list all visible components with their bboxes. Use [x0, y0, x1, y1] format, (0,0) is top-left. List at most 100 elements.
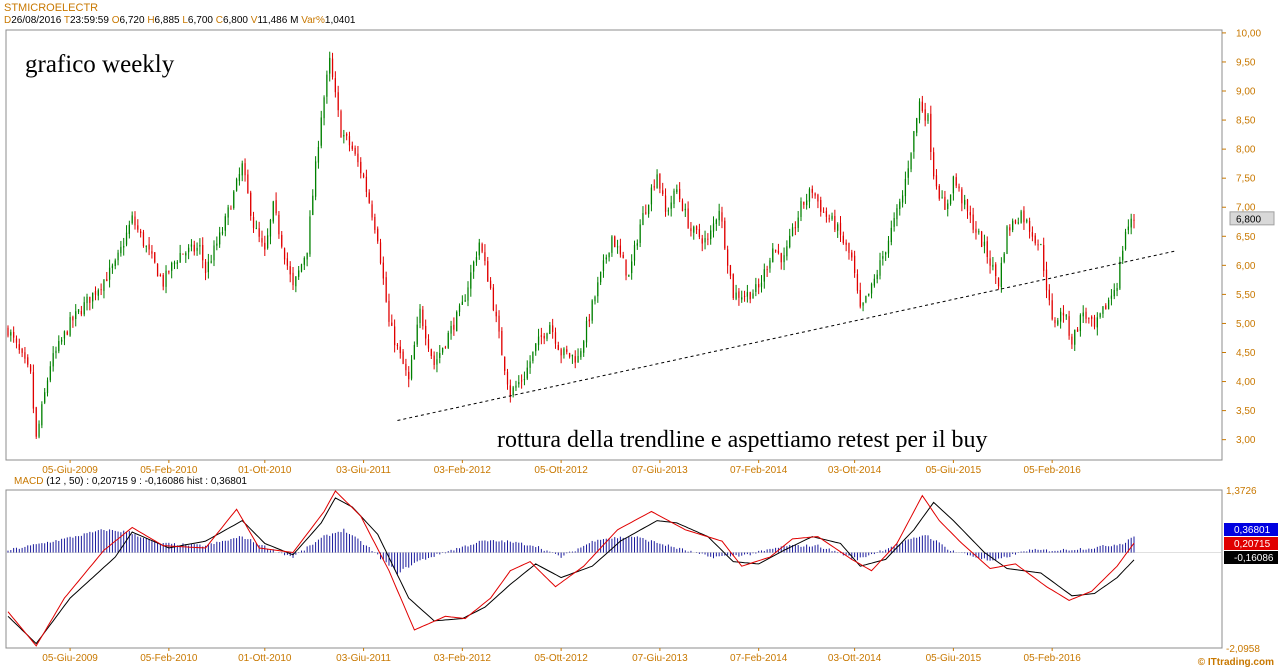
candle-down: [24, 352, 26, 359]
candle-up: [887, 240, 890, 254]
candle-up: [585, 320, 588, 343]
candle-up: [123, 245, 125, 248]
candle-down: [489, 280, 492, 289]
candle-down: [738, 291, 740, 298]
candle-down: [839, 222, 842, 235]
candle-down: [357, 153, 359, 163]
x-tick-label: 03-Feb-2012: [434, 465, 492, 476]
candle-down: [625, 259, 627, 276]
y-tick-label: 7,00: [1236, 203, 1256, 214]
candle-up: [439, 352, 441, 359]
candle-down: [354, 147, 356, 154]
info-key: V: [250, 15, 258, 26]
candle-up: [241, 163, 243, 176]
x-tick-label: 05-Feb-2010: [140, 465, 198, 476]
candle-down: [348, 136, 351, 146]
candle-up: [97, 290, 99, 296]
candle-up: [475, 257, 478, 263]
quote-info-bar: D26/08/2016 T23:59:59 O6,720 H6,885 L6,7…: [4, 15, 356, 26]
candle-down: [360, 161, 362, 174]
candle-down: [980, 231, 983, 248]
candle-down: [930, 113, 932, 153]
candle-down: [408, 371, 410, 380]
candle-up: [862, 302, 864, 306]
candle-down: [552, 325, 554, 333]
candle-up: [927, 114, 929, 121]
candle-down: [842, 235, 844, 244]
candle-down: [557, 345, 559, 350]
candle-up: [684, 208, 686, 211]
info-key: Var%: [301, 15, 325, 26]
macd-x-tick-label: 05-Ott-2012: [534, 653, 588, 664]
candle-down: [331, 58, 334, 77]
macd-x-tick-label: 05-Giu-2009: [42, 653, 98, 664]
candle-up: [580, 351, 582, 358]
info-value: 6,800: [222, 15, 251, 26]
candle-down: [264, 242, 266, 250]
candle-up: [791, 227, 794, 237]
info-key: O: [111, 15, 120, 26]
candle-down: [729, 265, 732, 276]
macd-x-tick-label: 07-Giu-2013: [632, 653, 688, 664]
candle-down: [15, 338, 18, 343]
candle-down: [695, 226, 698, 230]
last-price-box: [1229, 211, 1275, 226]
price-panel: 10,00 9,50 9,00 8,50 8,00 7,50 7,00 6,50 6,00 5,5…: [5, 28, 1275, 476]
macd-title: MACD: [14, 476, 44, 487]
candle-down: [258, 228, 260, 237]
candle-down: [230, 208, 232, 210]
candle-down: [7, 327, 9, 336]
candle-down: [444, 346, 447, 348]
candle-up: [221, 231, 224, 234]
candle-down: [261, 238, 263, 243]
candle-up: [303, 257, 305, 265]
x-tick-label: 03-Ott-2014: [828, 465, 882, 476]
candle-down: [334, 78, 336, 93]
candle-up: [735, 292, 737, 299]
candle-down: [391, 322, 393, 326]
candle-up: [1082, 312, 1084, 317]
candle-up: [865, 295, 867, 303]
candle-up: [298, 270, 300, 277]
candle-down: [574, 356, 576, 363]
candle-down: [433, 355, 435, 365]
candle-up: [870, 283, 873, 294]
x-tick-label: 07-Giu-2013: [632, 465, 688, 476]
candle-down: [399, 346, 401, 354]
candle-down: [662, 190, 664, 195]
candle-down: [425, 325, 427, 339]
candle-up: [60, 339, 63, 342]
y-tick-label: 3,00: [1236, 435, 1256, 446]
candle-up: [893, 217, 895, 227]
candle-up: [58, 341, 60, 352]
candle-down: [721, 212, 723, 222]
candle-up: [52, 353, 54, 367]
candle-up: [1040, 244, 1042, 246]
candle-up: [49, 366, 51, 381]
candle-up: [86, 296, 88, 304]
candle-down: [707, 238, 709, 240]
candle-up: [103, 279, 105, 291]
candle-down: [961, 189, 963, 204]
candle-down: [18, 344, 20, 350]
candle-down: [690, 228, 692, 232]
candle-up: [1074, 329, 1076, 345]
candle-down: [252, 216, 255, 228]
candle-down: [766, 269, 768, 271]
candle-down: [66, 331, 68, 335]
candle-up: [464, 300, 466, 302]
candle-up: [447, 332, 449, 348]
candle-down: [1051, 300, 1053, 320]
candle-down: [13, 331, 15, 338]
candle-up: [636, 243, 638, 246]
y-tick-label: 4,50: [1236, 348, 1256, 359]
candle-up: [233, 191, 235, 209]
candle-up: [1099, 313, 1101, 317]
candle-down: [664, 195, 667, 212]
info-key: T: [63, 15, 70, 26]
macd-value-label: 0,36801: [1234, 525, 1271, 536]
candle-up: [752, 293, 754, 299]
candle-up: [46, 380, 49, 393]
candle-down: [94, 291, 97, 295]
candle-up: [868, 293, 870, 296]
